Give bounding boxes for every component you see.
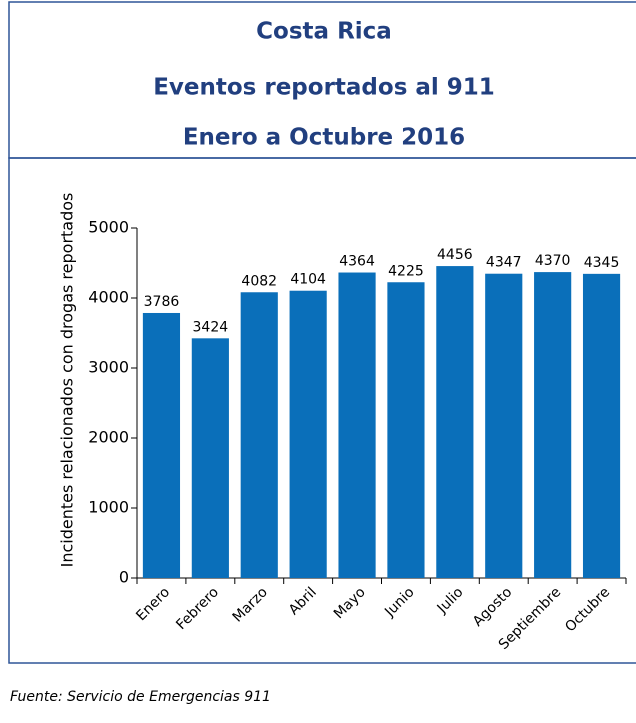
data-label: 4104 (290, 272, 326, 288)
x-tick-label: Mayo (331, 584, 369, 622)
x-tick-label: Abril (286, 584, 320, 618)
chart-title: Costa Rica (256, 19, 392, 45)
x-tick-label: Febrero (173, 584, 222, 633)
data-label: 4370 (535, 253, 571, 269)
data-label: 3424 (193, 319, 229, 335)
chart-box (8, 157, 636, 664)
x-tick-label: Junio (381, 584, 417, 620)
data-label: 4347 (486, 255, 522, 271)
y-tick-label: 3000 (88, 358, 129, 377)
data-label: 4345 (584, 255, 620, 271)
bar (387, 282, 425, 578)
bar (338, 272, 376, 578)
data-label: 4082 (241, 273, 277, 289)
y-tick-label: 5000 (88, 218, 129, 237)
y-tick-label: 1000 (88, 498, 129, 517)
bar (142, 312, 181, 578)
bar (582, 273, 621, 578)
bar (485, 273, 523, 578)
data-label: 4225 (388, 263, 424, 279)
chart-title: Eventos reportados al 911 (153, 75, 495, 101)
bar (534, 272, 572, 578)
data-label: 3786 (144, 294, 180, 310)
source-note: Fuente: Servicio de Emergencias 911 (10, 689, 271, 705)
y-axis-label: Incidentes relacionados con drogas repor… (58, 193, 77, 568)
y-tick-label: 0 (119, 568, 129, 587)
x-tick-label: Agosto (470, 584, 516, 630)
x-tick-label: Octubre (562, 584, 613, 635)
bar (240, 292, 278, 578)
y-tick-label: 4000 (88, 288, 129, 307)
data-label: 4364 (339, 254, 375, 270)
bar (289, 290, 327, 578)
x-tick-label: Enero (133, 584, 173, 624)
chart-title: Enero a Octubre 2016 (183, 125, 465, 151)
data-label: 4456 (437, 247, 473, 263)
x-tick-label: Marzo (230, 584, 271, 625)
bar (436, 266, 474, 578)
x-tick-label: Julio (434, 584, 467, 617)
bar (191, 338, 229, 578)
y-tick-label: 2000 (88, 428, 129, 447)
